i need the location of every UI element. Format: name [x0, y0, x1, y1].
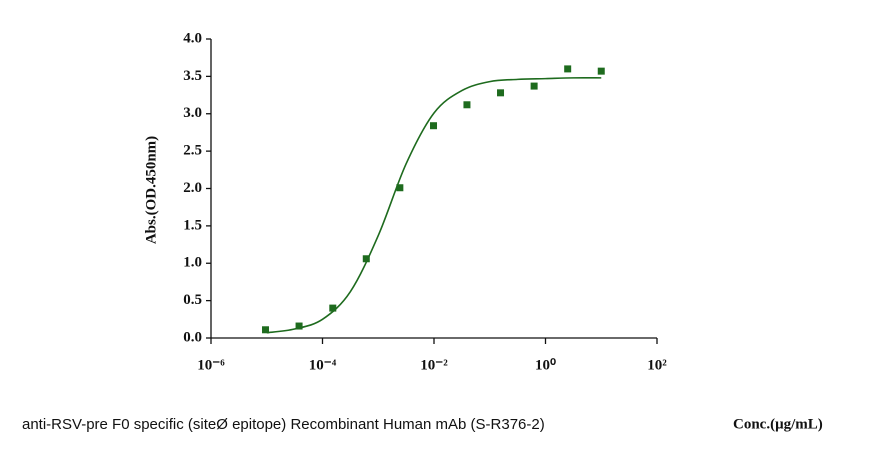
x-tick-label: 10² [647, 357, 667, 373]
data-point [329, 304, 337, 312]
x-tick-label: 10⁰ [535, 357, 556, 373]
y-axis-label: Abs.(OD.450nm) [143, 136, 159, 244]
data-point [362, 255, 370, 263]
y-tick-label: 0.0 [183, 329, 202, 345]
chart-title: anti-RSV-pre F0 specific (siteØ epitope)… [22, 416, 545, 433]
x-tick-label: 10⁻⁴ [309, 357, 337, 373]
y-tick-label: 1.0 [183, 255, 202, 271]
y-tick-label: 3.0 [183, 105, 202, 121]
y-tick-label: 1.5 [183, 217, 202, 233]
data-point [430, 122, 438, 130]
data-point [497, 89, 505, 97]
y-tick-label: 3.5 [183, 68, 202, 84]
y-tick-label: 0.5 [183, 292, 202, 308]
fit-curve [266, 77, 602, 334]
x-axis-label: Conc.(μg/mL) [733, 416, 823, 432]
x-tick-label: 10⁻⁶ [197, 357, 225, 373]
data-point [564, 65, 572, 73]
data-point [463, 101, 471, 109]
data-point [295, 322, 303, 330]
data-point [396, 184, 404, 192]
data-point [597, 67, 605, 75]
x-tick-label: 10⁻² [420, 357, 448, 373]
y-tick-label: 2.5 [183, 143, 202, 159]
data-point [530, 82, 538, 90]
y-tick-label: 2.0 [183, 180, 202, 196]
data-point [262, 326, 270, 334]
y-tick-label: 4.0 [183, 30, 202, 46]
